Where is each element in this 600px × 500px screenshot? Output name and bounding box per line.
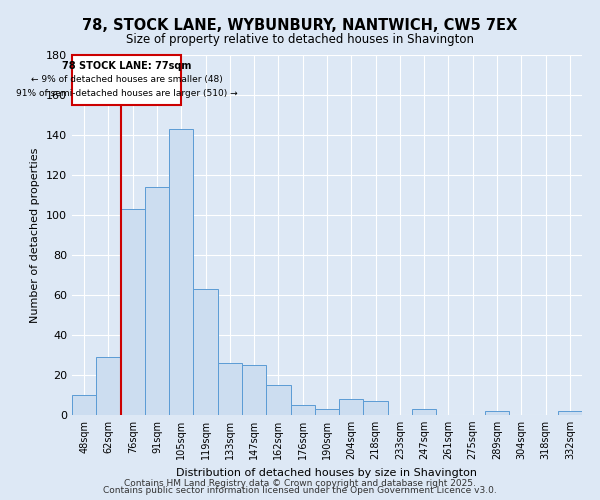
Bar — [339, 399, 364, 415]
FancyBboxPatch shape — [72, 55, 181, 105]
Bar — [145, 187, 169, 415]
Bar — [218, 363, 242, 415]
Text: Size of property relative to detached houses in Shavington: Size of property relative to detached ho… — [126, 32, 474, 46]
Text: Contains HM Land Registry data © Crown copyright and database right 2025.: Contains HM Land Registry data © Crown c… — [124, 478, 476, 488]
Text: ← 9% of detached houses are smaller (48): ← 9% of detached houses are smaller (48) — [31, 75, 223, 84]
Bar — [558, 411, 582, 415]
Bar — [193, 289, 218, 415]
Bar — [96, 357, 121, 415]
Bar — [242, 365, 266, 415]
Bar — [72, 395, 96, 415]
Text: 78 STOCK LANE: 77sqm: 78 STOCK LANE: 77sqm — [62, 61, 191, 71]
Bar — [266, 385, 290, 415]
Text: 91% of semi-detached houses are larger (510) →: 91% of semi-detached houses are larger (… — [16, 89, 238, 98]
Bar — [121, 209, 145, 415]
Bar — [290, 405, 315, 415]
Bar — [412, 409, 436, 415]
Bar — [315, 409, 339, 415]
Bar — [364, 401, 388, 415]
X-axis label: Distribution of detached houses by size in Shavington: Distribution of detached houses by size … — [176, 468, 478, 477]
Bar — [485, 411, 509, 415]
Y-axis label: Number of detached properties: Number of detached properties — [31, 148, 40, 322]
Bar — [169, 129, 193, 415]
Text: Contains public sector information licensed under the Open Government Licence v3: Contains public sector information licen… — [103, 486, 497, 495]
Text: 78, STOCK LANE, WYBUNBURY, NANTWICH, CW5 7EX: 78, STOCK LANE, WYBUNBURY, NANTWICH, CW5… — [82, 18, 518, 32]
